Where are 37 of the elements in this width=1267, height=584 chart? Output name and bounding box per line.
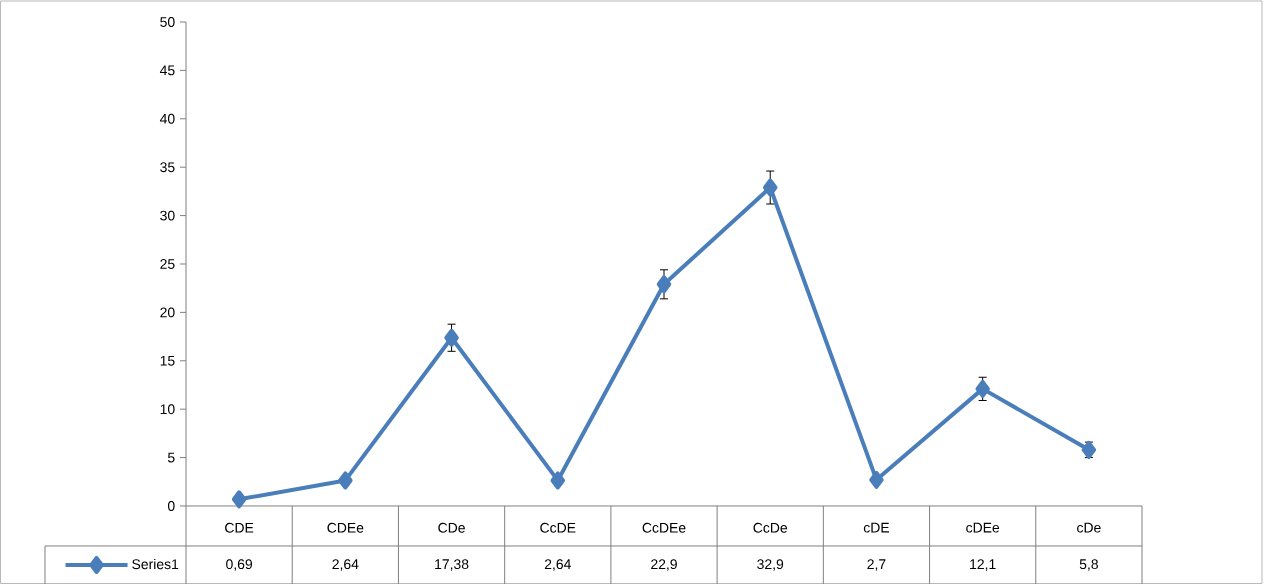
y-tick-label: 25 [160,259,175,269]
x-tick-label: CcDE [540,522,576,533]
x-tick-label: CDEe [327,522,364,533]
data-label: 12,1 [970,559,996,571]
y-tick-label: 35 [160,162,175,173]
data-label: 2,64 [332,559,359,571]
data-label: 32,9 [757,559,784,571]
y-tick-label: 10 [160,404,175,415]
x-tick-label: cDE [863,522,890,533]
y-tick-label: 50 [160,17,175,27]
legend-label: Series1 [132,558,179,570]
x-tick-label: CDe [438,522,465,533]
point [762,178,778,197]
point [869,470,884,489]
y-tick-label: 15 [160,355,175,366]
data-label: 2,7 [867,559,886,571]
data-label: 22,9 [651,559,677,571]
point [444,328,459,347]
point [231,490,247,509]
y-tick-label: 40 [159,113,175,124]
point [550,471,566,490]
y-tick-label: 45 [159,65,175,76]
x-tick-label: cDEe [966,522,1000,533]
data-label: 5,8 [1079,559,1098,571]
x-tick-label: CcDEe [642,522,686,533]
data-label: 0,69 [226,559,253,571]
point [338,471,353,490]
x-tick-label: cDe [1077,522,1101,533]
point [656,275,672,294]
x-tick-label: CcDe [753,522,788,533]
y-tick-label: 5 [167,452,175,463]
data-label: 2,64 [544,559,571,571]
y-tick-label: 30 [160,210,175,221]
x-tick-label: CDE [225,522,254,533]
data-label: 17,38 [435,559,469,571]
y-tick-label: 0 [167,501,175,511]
y-tick-label: 20 [160,307,175,318]
